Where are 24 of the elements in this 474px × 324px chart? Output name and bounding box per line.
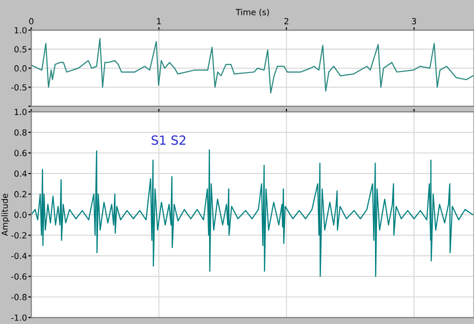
annotation: S1 S2 (152, 135, 186, 145)
y-tick-label: 0.0 (14, 65, 27, 72)
y-tick-label: 0.0 (14, 212, 27, 218)
y-tick-label: 1.0 (14, 27, 27, 34)
y-tick-label: 0.5 (14, 46, 26, 52)
y-tick-label: 0.2 (14, 191, 26, 198)
y-tick-label: -0.5 (11, 84, 26, 91)
y-tick-label: -1.0 (11, 314, 27, 321)
x-tick-label: 1 (157, 18, 161, 24)
y-tick-label: -0.8 (11, 294, 27, 300)
y-tick-label: -0.4 (11, 252, 27, 260)
line-series (31, 149, 474, 277)
y-tick-label: 1.0 (14, 108, 27, 116)
line-series (31, 38, 474, 94)
y-tick-label: 0.8 (14, 129, 27, 136)
y-tick-label: -0.2 (11, 232, 26, 239)
y-tick-label: 0.4 (14, 170, 27, 177)
x-tick-label: 2 (284, 18, 288, 24)
y-tick-label: 0.6 (14, 150, 27, 156)
x-axis-title: Time (s) (236, 8, 269, 16)
x-tick-label: 0 (29, 18, 34, 24)
y-axis-title: Amplitude (1, 194, 10, 236)
y-tick-label: -0.6 (11, 273, 27, 280)
x-tick-label: 3 (412, 18, 416, 24)
